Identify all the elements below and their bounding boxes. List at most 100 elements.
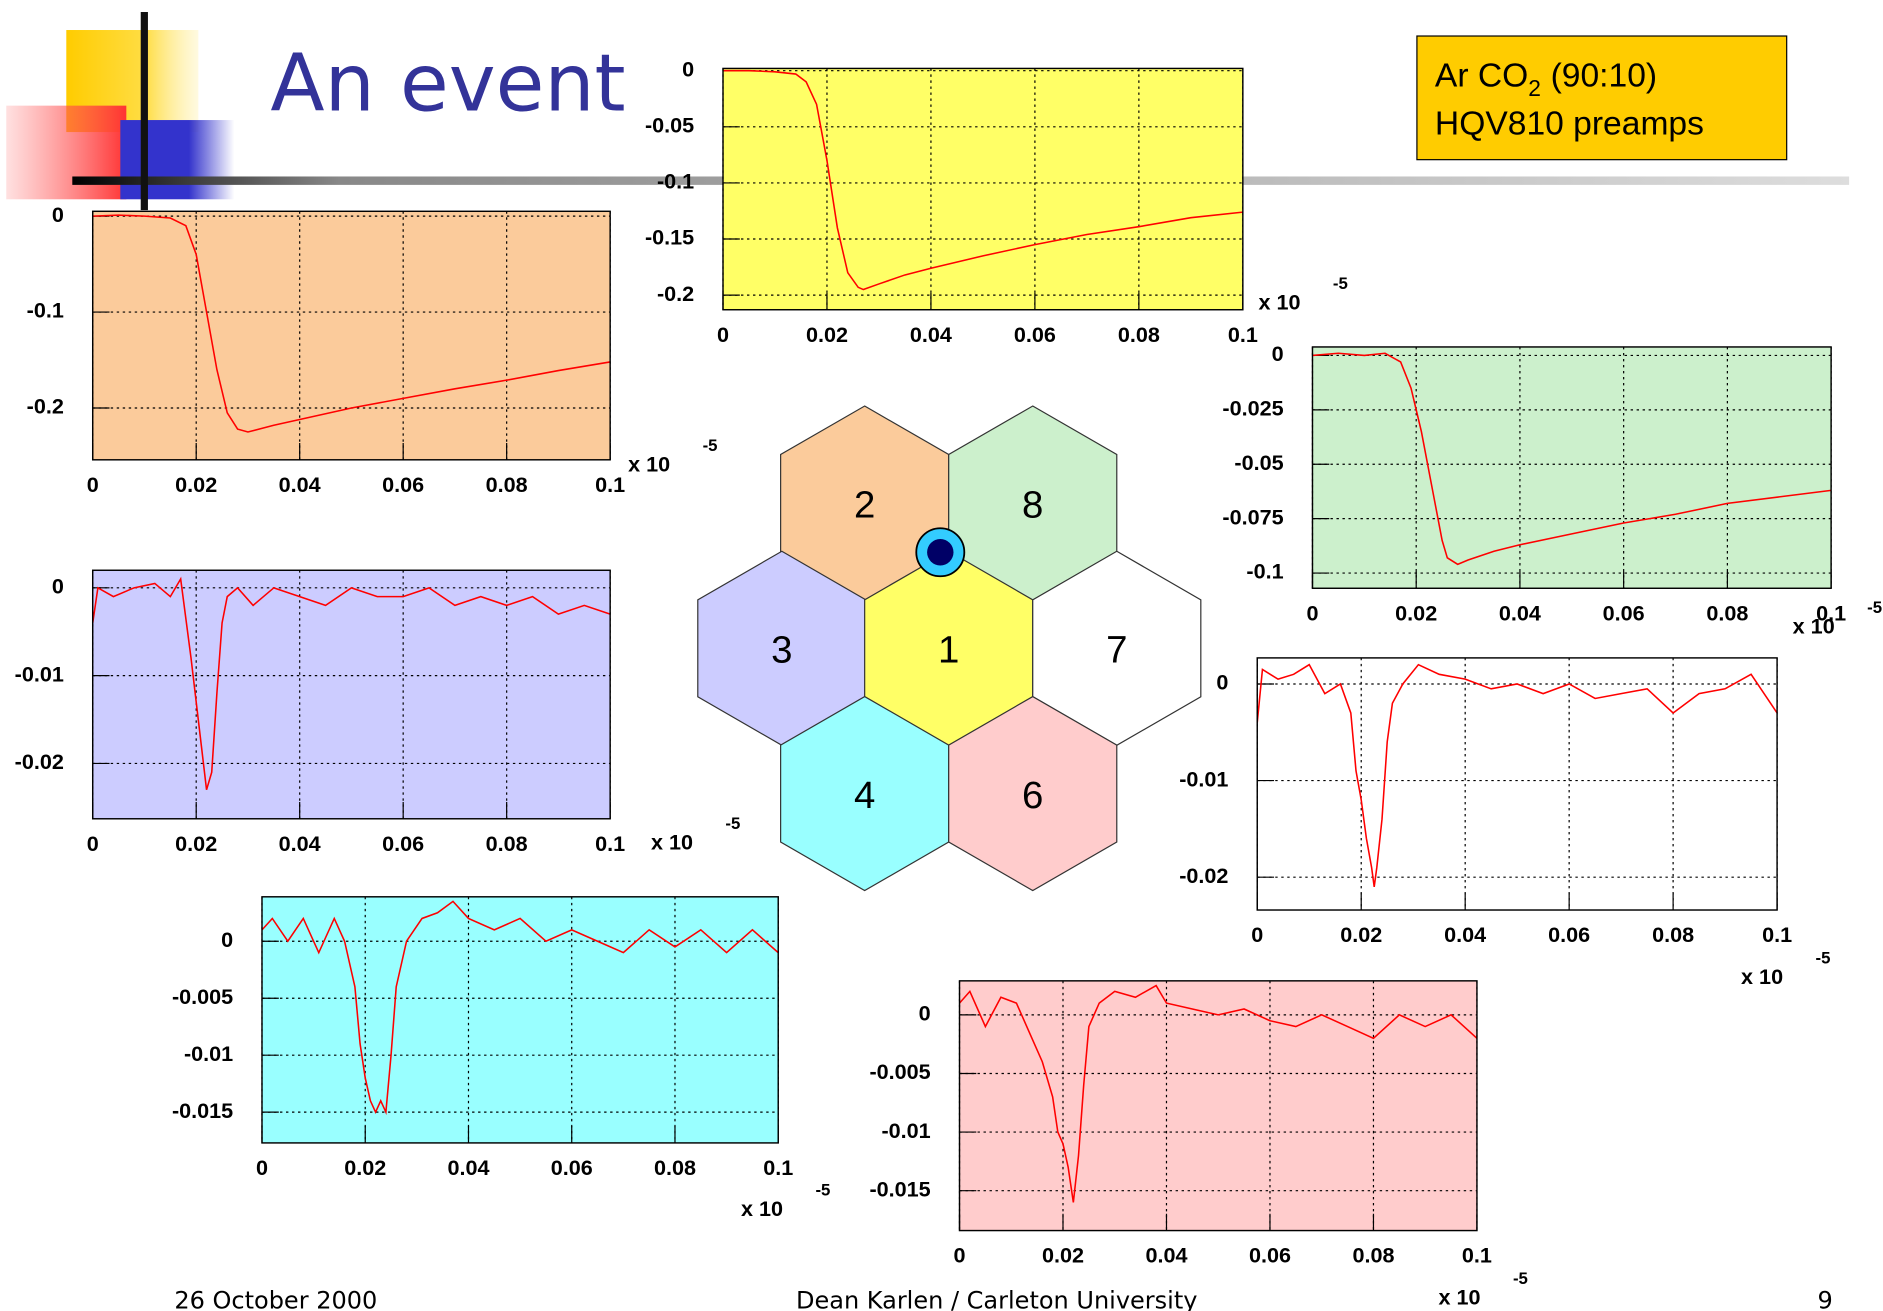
footer-author: Dean Karlen / Carleton University bbox=[796, 1287, 1197, 1311]
x-tick-label: 0.06 bbox=[382, 831, 424, 856]
x-axis-exponent: -5 bbox=[815, 1180, 830, 1199]
y-tick-label: -0.05 bbox=[645, 112, 694, 137]
logo-square bbox=[6, 106, 126, 200]
y-tick-label: -0.2 bbox=[27, 394, 64, 419]
hexagon-label: 7 bbox=[1106, 629, 1127, 672]
hit-marker bbox=[927, 539, 953, 565]
x-tick-label: 0.08 bbox=[1706, 600, 1748, 625]
x-axis-exponent: -5 bbox=[703, 436, 718, 455]
footer-page: 9 bbox=[1817, 1287, 1832, 1311]
x-tick-label: 0.08 bbox=[1352, 1243, 1394, 1268]
x-tick-label: 0.08 bbox=[654, 1155, 696, 1180]
x-tick-label: 0.02 bbox=[175, 831, 217, 856]
page: An event 0 0.02 0.04 0.06 0.08 0.1 0 -0.05 -0.1 -… bbox=[0, 0, 1883, 1311]
x-tick-label: 0.04 bbox=[1145, 1243, 1187, 1268]
plot-area bbox=[1257, 658, 1777, 910]
y-tick-label: -0.1 bbox=[27, 298, 64, 323]
waveform-chart: 00.020.040.060.080.10-0.025-0.05-0.075-0… bbox=[1222, 341, 1882, 638]
hexagon-label: 1 bbox=[938, 629, 959, 672]
x-axis-exponent: -5 bbox=[1867, 598, 1882, 617]
y-tick-label: -0.2 bbox=[657, 281, 694, 306]
x-axis-label: x 10 bbox=[651, 830, 693, 855]
x-tick-label: 0.06 bbox=[1548, 922, 1590, 947]
x-tick-label: 0.1 bbox=[1228, 322, 1258, 347]
slide-title: An event bbox=[270, 36, 625, 129]
x-tick-label: 0.06 bbox=[1014, 322, 1056, 347]
x-tick-label: 0.1 bbox=[595, 831, 625, 856]
y-tick-label: 0 bbox=[221, 927, 233, 952]
y-tick-label: -0.02 bbox=[15, 749, 64, 774]
y-tick-label: -0.05 bbox=[1234, 450, 1283, 475]
hexagon-label: 4 bbox=[854, 774, 875, 817]
x-tick-label: 0.02 bbox=[806, 322, 848, 347]
footer-date: 26 October 2000 bbox=[174, 1287, 377, 1311]
x-axis-label: x 10 bbox=[1741, 964, 1783, 989]
x-tick-label: 0 bbox=[256, 1155, 268, 1180]
x-tick-label: 0.08 bbox=[1118, 322, 1160, 347]
x-tick-label: 0.02 bbox=[344, 1155, 386, 1180]
x-tick-label: 0 bbox=[954, 1243, 966, 1268]
note-text: Ar CO bbox=[1435, 57, 1528, 94]
x-tick-label: 0.02 bbox=[1395, 600, 1437, 625]
y-tick-label: -0.1 bbox=[1246, 559, 1283, 584]
y-tick-label: -0.015 bbox=[172, 1098, 233, 1123]
x-axis-exponent: -5 bbox=[725, 814, 740, 833]
plot-area bbox=[1312, 347, 1831, 588]
hexagon-label: 8 bbox=[1022, 483, 1043, 526]
waveform-chart: 0 0.02 0.04 0.06 0.08 0.1 0 -0.1 -0.2 x 10 -5 bbox=[27, 202, 718, 497]
x-tick-label: 0.04 bbox=[910, 322, 952, 347]
x-tick-label: 0.1 bbox=[595, 472, 625, 497]
waveform-chart: 0 0.02 0.04 0.06 0.08 0.1 0 -0.01 -0.02 x 10 -5 bbox=[1179, 658, 1830, 989]
x-tick-label: 0.06 bbox=[382, 472, 424, 497]
y-tick-label: 0 bbox=[52, 202, 64, 227]
x-axis-exponent: -5 bbox=[1513, 1269, 1528, 1288]
y-tick-label: -0.075 bbox=[1222, 504, 1283, 529]
y-tick-label: -0.025 bbox=[1222, 396, 1283, 421]
x-tick-label: 0.04 bbox=[279, 472, 321, 497]
x-tick-label: 0.1 bbox=[763, 1155, 793, 1180]
x-axis-exponent: -5 bbox=[1333, 274, 1348, 293]
x-tick-label: 0 bbox=[1251, 922, 1263, 947]
logo-bar bbox=[141, 12, 148, 210]
y-tick-label: -0.01 bbox=[1179, 766, 1228, 791]
x-tick-label: 0.04 bbox=[447, 1155, 489, 1180]
y-tick-label: 0 bbox=[1216, 670, 1228, 695]
plot-area bbox=[723, 68, 1243, 309]
x-tick-label: 0.06 bbox=[551, 1155, 593, 1180]
x-axis-label: x 10 bbox=[741, 1196, 783, 1221]
x-axis-label: x 10 bbox=[1793, 614, 1835, 639]
note-line: HQV810 preamps bbox=[1435, 105, 1704, 142]
plot-area bbox=[93, 211, 610, 460]
y-tick-label: -0.01 bbox=[881, 1118, 930, 1143]
y-tick-label: -0.015 bbox=[869, 1176, 930, 1201]
x-axis-exponent: -5 bbox=[1816, 949, 1831, 968]
hexagon-label: 6 bbox=[1022, 774, 1043, 817]
x-tick-label: 0.1 bbox=[1762, 922, 1792, 947]
y-tick-label: -0.01 bbox=[184, 1041, 233, 1066]
y-tick-label: 0 bbox=[1272, 341, 1284, 366]
x-tick-label: 0.08 bbox=[1652, 922, 1694, 947]
x-axis-label: x 10 bbox=[1439, 1285, 1481, 1310]
x-tick-label: 0.06 bbox=[1603, 600, 1645, 625]
x-tick-label: 0.08 bbox=[486, 831, 528, 856]
y-tick-label: -0.02 bbox=[1179, 863, 1228, 888]
x-tick-label: 0 bbox=[1306, 600, 1318, 625]
y-tick-label: 0 bbox=[919, 1001, 931, 1026]
note-text: (90:10) bbox=[1551, 57, 1658, 94]
x-tick-label: 0.02 bbox=[1340, 922, 1382, 947]
y-tick-label: -0.15 bbox=[645, 225, 694, 250]
x-tick-label: 0.04 bbox=[1444, 922, 1486, 947]
x-tick-label: 0.1 bbox=[1462, 1243, 1492, 1268]
x-tick-label: 0.06 bbox=[1249, 1243, 1291, 1268]
hexagon-label: 2 bbox=[854, 483, 875, 526]
plot-area bbox=[960, 981, 1477, 1231]
x-axis-label: x 10 bbox=[628, 452, 670, 477]
x-tick-label: 0.08 bbox=[486, 472, 528, 497]
y-tick-label: 0 bbox=[52, 574, 64, 599]
plot-area bbox=[93, 570, 610, 819]
slide: An event 0 0.02 0.04 0.06 0.08 0.1 0 -0.05 -0.1 -… bbox=[0, 0, 1883, 1311]
x-tick-label: 0.02 bbox=[175, 472, 217, 497]
x-tick-label: 0 bbox=[87, 472, 99, 497]
